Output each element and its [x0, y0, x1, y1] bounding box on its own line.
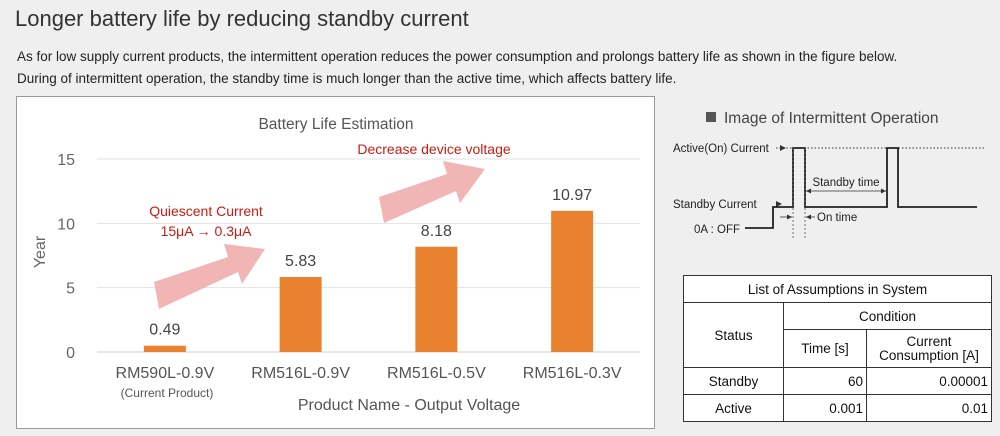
- table-row: Active 0.001 0.01: [683, 394, 992, 422]
- off-label: 0A : OFF: [694, 224, 740, 236]
- row-time: 60: [783, 367, 867, 395]
- bar: [143, 345, 186, 352]
- standby-time-label: Standby time: [812, 177, 879, 189]
- consumption-header-line-2: Consumption [A]: [879, 347, 979, 363]
- bar: [279, 276, 322, 352]
- square-bullet-icon: [706, 112, 716, 122]
- y-tick-labels: 0 5 10 15: [57, 152, 75, 362]
- active-pointer-icon: [780, 145, 786, 151]
- row-consumption: 0.00001: [866, 367, 992, 395]
- category-sublabel-0: (Current Product): [121, 386, 214, 400]
- bar-data-label: 10.97: [552, 187, 592, 204]
- x-tick-label: RM590L-0.9V: [116, 365, 215, 382]
- consumption-header: Current Consumption [A]: [866, 329, 992, 368]
- bar: [551, 210, 594, 352]
- standby-arrow-right-icon: [881, 188, 886, 194]
- y-axis-label: Year: [32, 235, 49, 268]
- x-tick-labels: RM590L-0.9V RM516L-0.9V RM516L-0.5V RM516L-…: [116, 365, 622, 382]
- operation-title: Image of Intermittent Operation: [706, 110, 939, 128]
- x-tick-label: RM516L-0.9V: [251, 365, 350, 382]
- bar-data-label: 8.18: [421, 223, 452, 240]
- chart-title: Battery Life Estimation: [258, 116, 413, 133]
- table-row: Standby 60 0.00001: [683, 367, 992, 395]
- consumption-header-line-1: Current: [906, 333, 952, 349]
- description-line-1: As for low supply current products, the …: [17, 49, 898, 64]
- active-current-label: Active(On) Current: [673, 143, 770, 155]
- standby-arrow-left-icon: [806, 188, 811, 194]
- operation-title-text: Image of Intermittent Operation: [724, 110, 939, 127]
- x-tick-label: RM516L-0.5V: [387, 365, 486, 382]
- row-time: 0.001: [783, 394, 867, 422]
- annotation-quiescent-title: Quiescent Current: [149, 203, 263, 219]
- y-tick-label: 0: [66, 345, 75, 362]
- trend-arrow-left: [154, 244, 265, 309]
- on-time-arrow-right-icon: [806, 214, 811, 220]
- y-tick-label: 15: [57, 152, 75, 169]
- bar-data-label: 5.83: [285, 253, 316, 270]
- bars: [143, 210, 594, 352]
- x-axis-label: Product Name - Output Voltage: [298, 397, 520, 414]
- assumptions-title: List of Assumptions in System: [683, 275, 992, 303]
- annotation-decrease-voltage: Decrease device voltage: [357, 141, 511, 157]
- status-header: Status: [683, 302, 784, 368]
- on-time-arrow-left-icon: [787, 214, 792, 220]
- description: As for low supply current products, the …: [17, 46, 992, 90]
- page-title: Longer battery life by reducing standby …: [15, 6, 469, 31]
- row-status: Standby: [683, 367, 784, 395]
- standby-pointer-icon: [776, 201, 782, 207]
- bar: [415, 246, 458, 352]
- description-line-2: During of intermittent operation, the st…: [17, 71, 677, 86]
- chart-canvas: 0.49 5.83 8.18 10.97 0 5 10 15 RM590L-0.9V RM51…: [32, 116, 640, 414]
- y-tick-label: 10: [57, 216, 75, 233]
- y-tick-label: 5: [66, 281, 75, 298]
- condition-header: Condition: [783, 302, 992, 330]
- assumptions-table: List of Assumptions in System Status Con…: [683, 275, 992, 422]
- battery-life-chart: 0.49 5.83 8.18 10.97 0 5 10 15 RM590L-0.9V RM51…: [16, 96, 655, 429]
- trend-arrow-right: [379, 161, 485, 223]
- row-consumption: 0.01: [866, 394, 992, 422]
- bar-data-labels: 0.49 5.83 8.18 10.97: [149, 187, 592, 339]
- standby-current-label: Standby Current: [673, 199, 758, 211]
- row-status: Active: [683, 394, 784, 422]
- bar-data-label: 0.49: [149, 322, 180, 339]
- trend-arrows: [154, 161, 485, 309]
- annotation-quiescent-detail: 15μA → 0.3μA: [161, 223, 253, 239]
- on-time-label: On time: [817, 212, 857, 224]
- intermittent-operation-diagram: Active(On) Current Standby Current 0A : …: [673, 143, 985, 240]
- x-tick-label: RM516L-0.3V: [523, 365, 622, 382]
- time-header: Time [s]: [783, 329, 867, 368]
